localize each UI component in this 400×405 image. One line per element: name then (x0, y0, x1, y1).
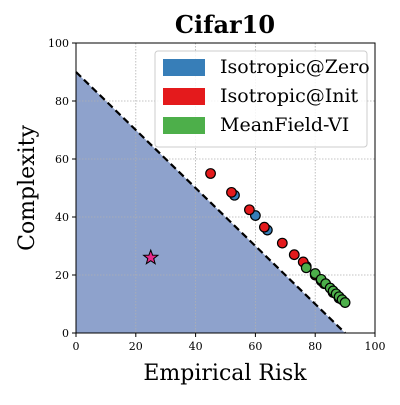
legend-swatch-isotropic-zero (163, 59, 205, 76)
plot-layer: 0 20 40 60 80 100020406080100Isotropic@ZeroIs… (48, 37, 386, 353)
data-point-meanfield-vi (339, 297, 351, 308)
data-point-isotropic-init (205, 168, 216, 179)
x-tick-label: 60 (248, 340, 262, 353)
data-point-meanfield-vi (300, 262, 312, 274)
data-point-isotropic-init (226, 186, 237, 198)
legend: Isotropic@Zero Isotropic@Init MeanField-VI (154, 50, 370, 148)
x-tick-label: 20 (129, 340, 143, 353)
y-tick-label: 100 (48, 37, 69, 50)
data-point-isotropic-init (258, 221, 270, 233)
legend-label-isotropic-init: Isotropic@Init (220, 85, 359, 107)
x-tick-label: 80 (308, 340, 322, 353)
chart-title: Cifar10 (175, 10, 275, 39)
y-tick-label: 60 (55, 153, 69, 166)
legend-swatch-meanfield-vi (163, 117, 205, 134)
y-tick-label: 20 (55, 269, 69, 282)
boundary-line (75, 71, 346, 334)
x-tick-label: 40 (189, 340, 203, 353)
star-marker (142, 248, 160, 265)
legend-box (154, 50, 368, 148)
x-axis-label: Empirical Risk (143, 361, 307, 386)
y-tick-label: 80 (55, 95, 69, 108)
y-axis-label: Complexity (15, 125, 40, 251)
data-point-isotropic-init (288, 249, 300, 261)
y-tick-label: 0 (62, 327, 69, 340)
y-tick-label: 40 (55, 211, 69, 224)
x-tick-label: 0 (73, 340, 80, 353)
legend-label-isotropic-zero: Isotropic@Zero (220, 56, 370, 78)
legend-swatch-isotropic-init (163, 88, 205, 105)
legend-label-meanfield-vi: MeanField-VI (220, 114, 349, 136)
x-tick-label: 100 (365, 340, 386, 353)
data-point-isotropic-init (276, 237, 288, 249)
plot-frame (75, 42, 376, 334)
data-point-isotropic-init (244, 204, 255, 216)
